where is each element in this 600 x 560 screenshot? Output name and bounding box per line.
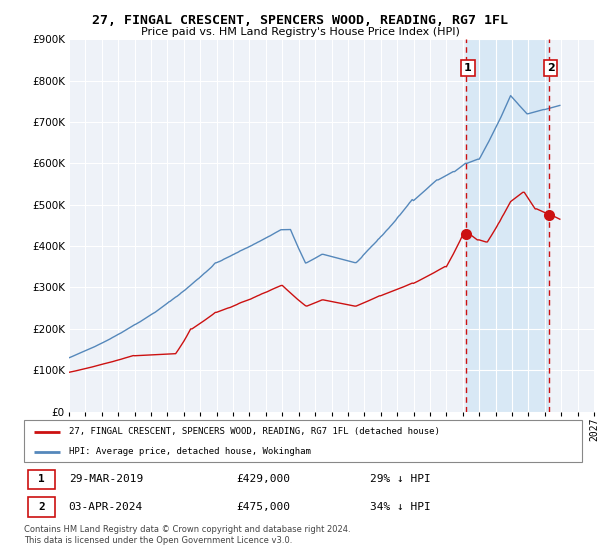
Bar — [549, 39, 594, 412]
Text: Contains HM Land Registry data © Crown copyright and database right 2024.
This d: Contains HM Land Registry data © Crown c… — [24, 525, 350, 545]
Text: 2: 2 — [38, 502, 45, 512]
Text: 1: 1 — [38, 474, 45, 484]
Text: £475,000: £475,000 — [236, 502, 290, 512]
Text: 34% ↓ HPI: 34% ↓ HPI — [370, 502, 431, 512]
Text: 2: 2 — [547, 63, 554, 73]
Text: 27, FINGAL CRESCENT, SPENCERS WOOD, READING, RG7 1FL: 27, FINGAL CRESCENT, SPENCERS WOOD, READ… — [92, 14, 508, 27]
Text: 1: 1 — [464, 63, 472, 73]
Text: £429,000: £429,000 — [236, 474, 290, 484]
Text: 29% ↓ HPI: 29% ↓ HPI — [370, 474, 431, 484]
Bar — [466, 39, 549, 412]
Text: 27, FINGAL CRESCENT, SPENCERS WOOD, READING, RG7 1FL (detached house): 27, FINGAL CRESCENT, SPENCERS WOOD, READ… — [68, 427, 440, 436]
Bar — [28, 497, 55, 516]
Text: Price paid vs. HM Land Registry's House Price Index (HPI): Price paid vs. HM Land Registry's House … — [140, 27, 460, 37]
Text: 29-MAR-2019: 29-MAR-2019 — [68, 474, 143, 484]
Text: 03-APR-2024: 03-APR-2024 — [68, 502, 143, 512]
Text: HPI: Average price, detached house, Wokingham: HPI: Average price, detached house, Woki… — [68, 447, 311, 456]
Bar — [28, 470, 55, 489]
